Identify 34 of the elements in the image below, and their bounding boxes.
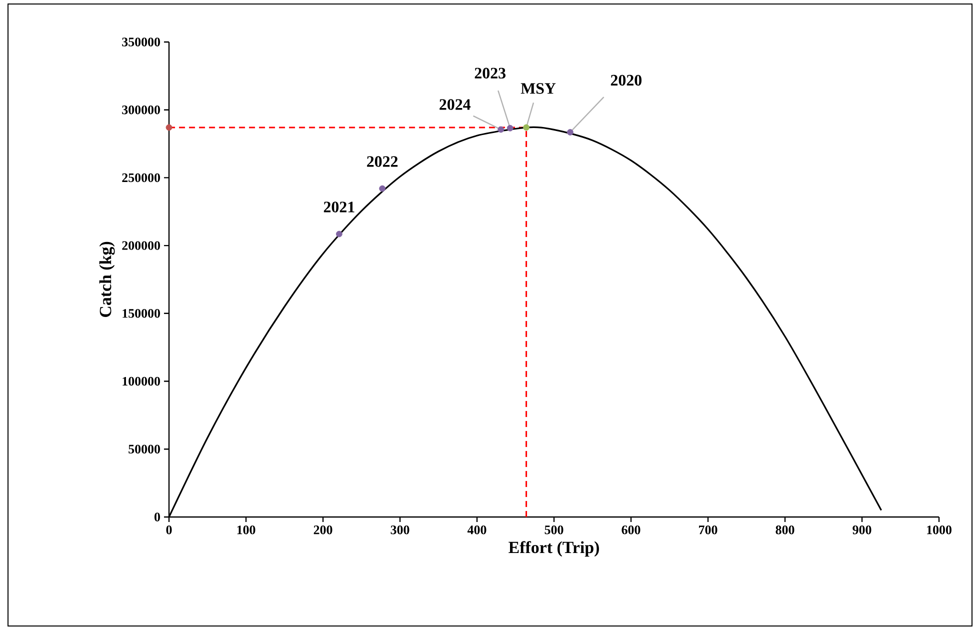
point [566, 129, 574, 136]
x-axis-title: Effort (Trip) [508, 541, 599, 557]
point [498, 126, 504, 133]
x-tick-label: 200 [314, 526, 332, 534]
x-tick-label: 1000 [927, 526, 952, 534]
x-tick-label: 100 [237, 526, 256, 534]
x-tick-label: 900 [852, 526, 872, 534]
point [506, 124, 514, 132]
y-tick-label: 0 [154, 512, 160, 522]
x-tick-label: 600 [622, 526, 640, 534]
annotation: 2023 [474, 68, 506, 79]
annotation: 2024 [440, 99, 471, 110]
point [166, 124, 172, 131]
y-tick-label: 50000 [128, 444, 160, 454]
x-tick-label: 400 [467, 526, 486, 534]
x-tick-label: 300 [390, 526, 410, 534]
x-tick-label: 800 [776, 526, 794, 534]
point [379, 185, 386, 192]
annotation: 2021 [324, 202, 354, 212]
annotation: MSY [520, 83, 556, 94]
annotation: 2020 [610, 74, 642, 86]
x-tick-label: 500 [544, 526, 564, 534]
y-tick-label: 200000 [122, 241, 160, 250]
y-tick-label: 350000 [122, 38, 160, 46]
point [523, 124, 530, 131]
y-axis-title: Catch (kg) [99, 242, 115, 317]
y-tick-label: 150000 [122, 309, 160, 318]
annotation: 2022 [367, 156, 398, 167]
x-tick-label: 700 [699, 526, 718, 534]
x-tick-label: 0 [166, 526, 172, 534]
y-tick-label: 100000 [122, 376, 160, 386]
y-tick-label: 250000 [122, 173, 160, 182]
point [336, 230, 342, 238]
y-tick-label: 300000 [122, 105, 160, 114]
